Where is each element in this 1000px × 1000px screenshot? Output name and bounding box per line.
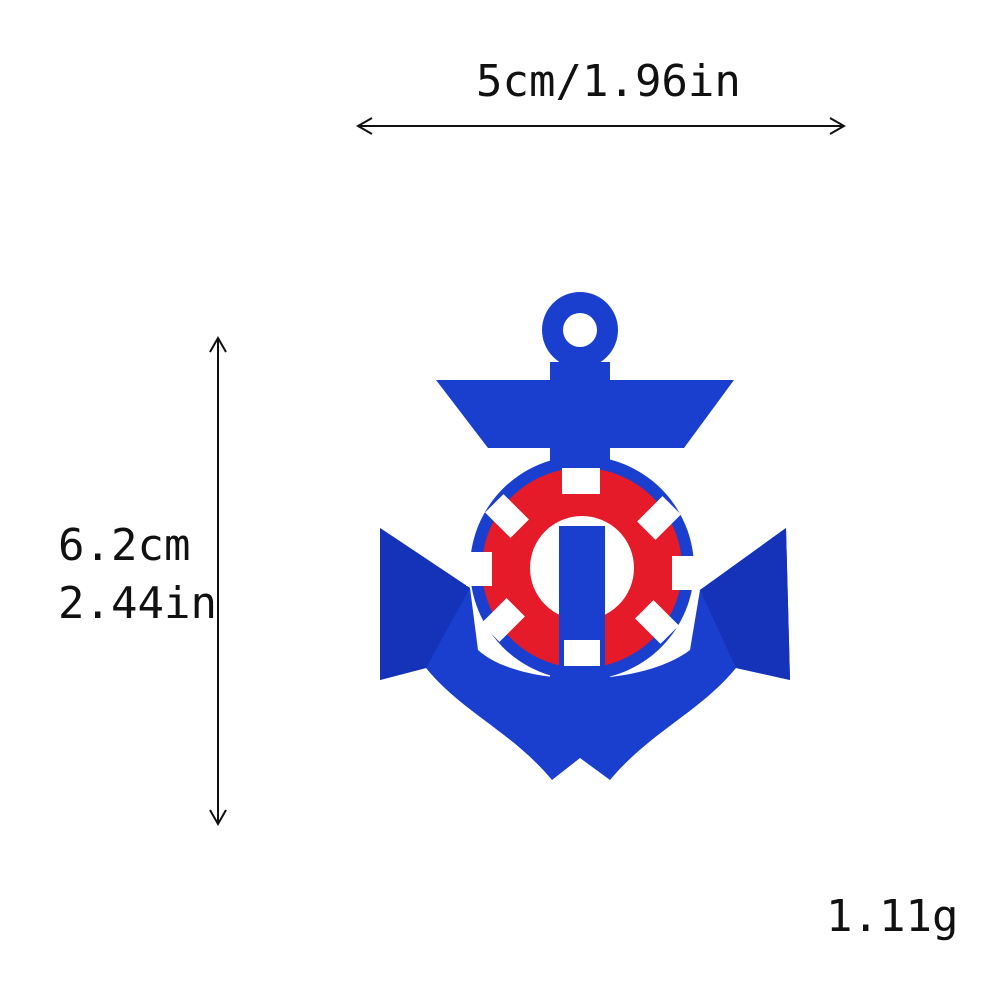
life-ring-stripes	[466, 468, 698, 666]
anchor-arms	[380, 528, 790, 780]
anchor-patch	[380, 292, 790, 780]
height-cm-label: 6.2cm	[58, 520, 191, 571]
height-arrow	[209, 335, 227, 827]
left-fluke	[380, 528, 470, 680]
right-fluke	[700, 528, 790, 680]
width-dimension-label: 5cm/1.96in	[476, 56, 741, 107]
weight-label: 1.11g	[826, 891, 959, 942]
width-arrow	[355, 117, 847, 135]
height-in-label: 2.44in	[58, 578, 217, 629]
life-ring	[466, 456, 698, 692]
